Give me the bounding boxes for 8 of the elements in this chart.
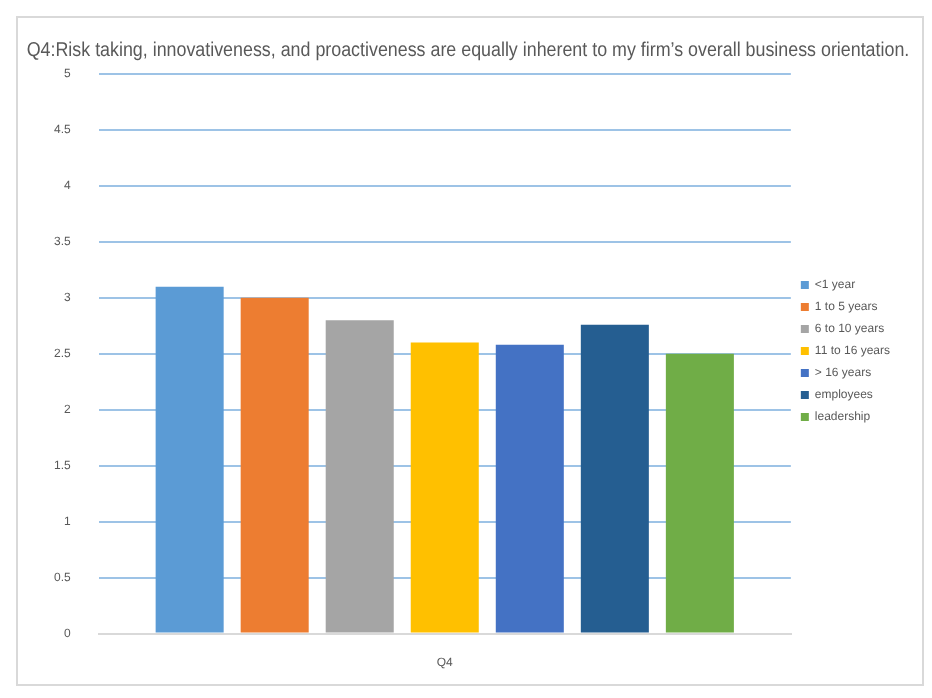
bar — [665, 353, 734, 633]
chart-title: Q4:Risk taking, innovativeness, and proactiveness are equally inherent to my firm’s overall business orientation. — [26, 38, 910, 62]
bar — [580, 324, 649, 633]
bar — [495, 344, 564, 633]
bar — [240, 297, 309, 633]
bar — [325, 320, 394, 633]
bar — [410, 342, 479, 633]
bar — [155, 286, 224, 633]
